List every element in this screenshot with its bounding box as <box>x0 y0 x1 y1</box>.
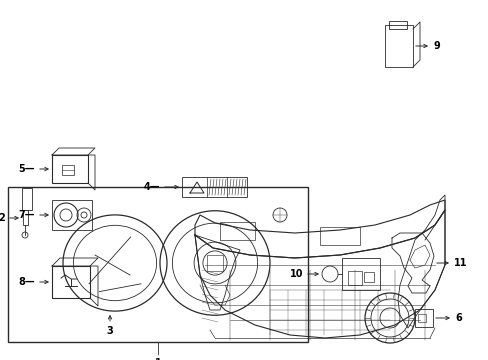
Text: 10: 10 <box>289 269 303 279</box>
Bar <box>182 177 246 197</box>
Bar <box>220 222 254 240</box>
Bar <box>384 25 412 67</box>
Bar <box>363 272 373 282</box>
Text: 6: 6 <box>454 313 461 323</box>
Text: 5—: 5— <box>19 164 35 174</box>
Text: 1: 1 <box>154 358 161 360</box>
Bar <box>52 155 88 183</box>
Text: 9: 9 <box>432 41 439 51</box>
Bar <box>206 255 223 271</box>
Bar <box>23 210 28 225</box>
Bar <box>341 258 379 290</box>
Text: 11: 11 <box>453 258 467 268</box>
Bar <box>62 165 74 175</box>
Bar <box>22 188 32 210</box>
Bar <box>417 314 425 322</box>
Text: 8—: 8— <box>19 277 35 287</box>
Text: 4—: 4— <box>143 182 160 192</box>
Text: 3: 3 <box>106 326 113 336</box>
Bar <box>8 187 307 342</box>
Bar <box>52 200 92 230</box>
Bar <box>388 21 406 29</box>
Bar <box>347 271 361 285</box>
Text: 7—: 7— <box>19 210 35 220</box>
Bar <box>52 266 90 298</box>
Bar <box>414 309 432 327</box>
Text: 2: 2 <box>0 213 5 223</box>
Bar <box>319 227 359 245</box>
